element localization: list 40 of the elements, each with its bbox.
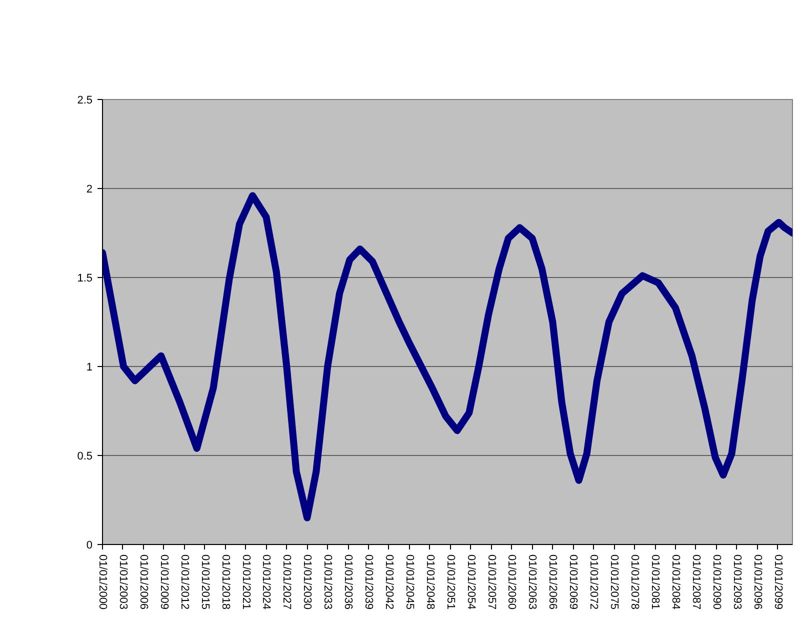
x-tick-label: 01/01/2063 (526, 554, 538, 610)
x-tick-label: 01/01/2000 (96, 554, 108, 610)
x-tick-label: 01/01/2018 (219, 554, 232, 610)
x-tick-label: 01/01/2075 (608, 554, 620, 610)
x-tick-label: 01/01/2009 (158, 554, 170, 610)
x-tick-label: 01/01/2054 (464, 554, 477, 610)
x-tick-label: 01/01/2072 (588, 554, 600, 610)
x-tick-label: 01/01/2012 (178, 554, 190, 610)
x-tick-label: 01/01/2057 (485, 554, 498, 610)
x-tick-label: 01/01/2030 (301, 554, 314, 610)
x-tick-label: 01/01/2003 (116, 554, 129, 610)
y-tick-label: 1.5 (77, 272, 93, 284)
y-tick-label: 0 (86, 540, 93, 552)
y-tick-label: 2 (86, 184, 93, 196)
x-tick-label: 01/01/2015 (198, 554, 211, 610)
x-tick-label: 01/01/2033 (322, 554, 334, 610)
x-tick-label: 01/01/2006 (137, 554, 150, 610)
x-tick-label: 01/01/2078 (628, 554, 641, 610)
x-tick-label: 01/01/2066 (546, 554, 559, 610)
x-tick-label: 01/01/2024 (260, 554, 272, 610)
x-tick-label: 01/01/2096 (751, 554, 764, 610)
x-tick-label: 01/01/2039 (362, 554, 375, 610)
x-tick-label: 01/01/2090 (710, 554, 722, 610)
y-tick-label: 1 (86, 362, 93, 374)
x-tick-label: 01/01/2084 (669, 554, 682, 610)
x-tick-label: 01/01/2051 (444, 554, 456, 610)
x-tick-label: 01/01/2069 (567, 554, 580, 610)
x-tick-label: 01/01/2036 (342, 554, 354, 610)
y-tick-label: 0.5 (77, 450, 93, 462)
x-tick-label: 01/01/2048 (424, 554, 436, 610)
x-tick-label: 01/01/2081 (649, 554, 661, 610)
x-tick-label: 01/01/2087 (690, 554, 702, 610)
x-tick-label: 01/01/2021 (240, 554, 252, 610)
x-tick-label: 01/01/2093 (730, 554, 743, 610)
x-tick-label: 01/01/2042 (382, 554, 395, 610)
x-tick-label: 01/01/2060 (506, 554, 518, 610)
y-tick-label: 2.5 (77, 94, 93, 106)
x-tick-label: 01/01/2045 (403, 554, 416, 610)
x-tick-label: 01/01/2027 (280, 554, 293, 610)
x-tick-label: 01/01/2099 (772, 554, 784, 610)
